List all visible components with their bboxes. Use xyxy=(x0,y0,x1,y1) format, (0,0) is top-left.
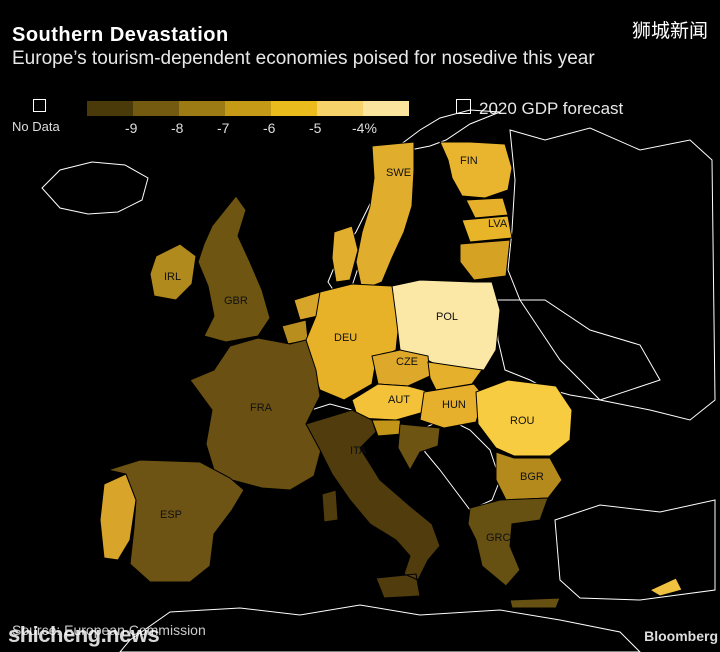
country-shape-fra xyxy=(189,337,323,491)
chart-subtitle: Europe’s tourism-dependent economies poi… xyxy=(12,48,595,69)
country-label-bgr: BGR xyxy=(520,471,544,483)
no-data-swatch xyxy=(33,99,46,112)
country-label-swe: SWE xyxy=(386,167,411,179)
country-shape-grc xyxy=(467,497,561,609)
scale-swatch-5 xyxy=(317,101,363,116)
scale-tick: -9 xyxy=(125,120,138,136)
forecast-label: 2020 GDP forecast xyxy=(479,99,624,118)
country-label-deu: DEU xyxy=(334,332,357,344)
russia-outline xyxy=(507,127,716,421)
color-scale xyxy=(87,101,409,116)
country-shape-lva xyxy=(461,215,513,243)
country-label-aut: AUT xyxy=(388,394,410,406)
country-shape-est xyxy=(465,197,509,219)
country-shape-swe xyxy=(355,141,415,291)
no-data-outlines xyxy=(41,109,716,652)
scale-swatch-1 xyxy=(133,101,179,116)
country-label-lva: LVA xyxy=(488,218,508,230)
chart-title: Southern Devastation xyxy=(12,24,229,46)
africa-outline xyxy=(119,604,641,652)
country-label-cze: CZE xyxy=(396,356,418,368)
watermark: shicheng.news xyxy=(8,622,160,647)
country-shape-irl xyxy=(149,243,197,301)
source-note: Source: European Commission xyxy=(12,622,206,638)
country-label-grc: GRC xyxy=(486,532,511,544)
country-label-hun: HUN xyxy=(442,399,466,411)
balkans-outline xyxy=(419,417,501,511)
scale-swatch-0 xyxy=(87,101,133,116)
country-label-ita: ITA xyxy=(350,445,367,457)
country-shape-cyp xyxy=(648,577,683,597)
country-shape-ltu xyxy=(459,239,511,281)
scale-tick: -6 xyxy=(263,120,276,136)
bloomberg-logo: Bloomberg xyxy=(644,628,718,644)
country-label-fra: FRA xyxy=(250,402,273,414)
turkey-outline xyxy=(554,499,716,601)
country-labels: SWE FIN LVA IRL GBR DEU POL CZE AUT HUN … xyxy=(160,155,544,544)
scale-tick: -8 xyxy=(171,120,184,136)
scale-swatch-2 xyxy=(179,101,225,116)
country-label-esp: ESP xyxy=(160,509,182,521)
iceland-outline xyxy=(41,161,149,215)
country-shape-dnk xyxy=(331,225,359,283)
country-label-rou: ROU xyxy=(510,415,535,427)
country-shape-gbr xyxy=(197,195,271,343)
country-label-pol: POL xyxy=(436,311,458,323)
forecast-swatch xyxy=(456,99,471,114)
country-shape-rou xyxy=(475,379,573,457)
country-shape-esp xyxy=(106,459,245,583)
country-label-fin: FIN xyxy=(460,155,478,167)
country-shape-svn xyxy=(371,419,403,437)
country-shapes xyxy=(99,141,683,609)
country-label-gbr: GBR xyxy=(224,295,248,307)
scale-swatch-3 xyxy=(225,101,271,116)
country-shape-ita xyxy=(305,409,441,599)
country-shape-pol xyxy=(391,279,501,371)
country-shape-bgr xyxy=(495,451,563,501)
scale-swatch-4 xyxy=(271,101,317,116)
scale-swatch-6 xyxy=(363,101,409,116)
scale-tick: -7 xyxy=(217,120,230,136)
scale-tick: -5 xyxy=(309,120,322,136)
ukraine-outline xyxy=(494,299,661,401)
no-data-label: No Data xyxy=(12,119,60,134)
country-shape-hun xyxy=(419,383,485,429)
brand-logo-cn: 狮城新闻 xyxy=(631,20,708,42)
country-label-irl: IRL xyxy=(164,271,181,283)
scale-tick: -4% xyxy=(352,120,377,136)
country-shape-hrv xyxy=(397,423,441,472)
country-shape-fin xyxy=(439,141,513,199)
